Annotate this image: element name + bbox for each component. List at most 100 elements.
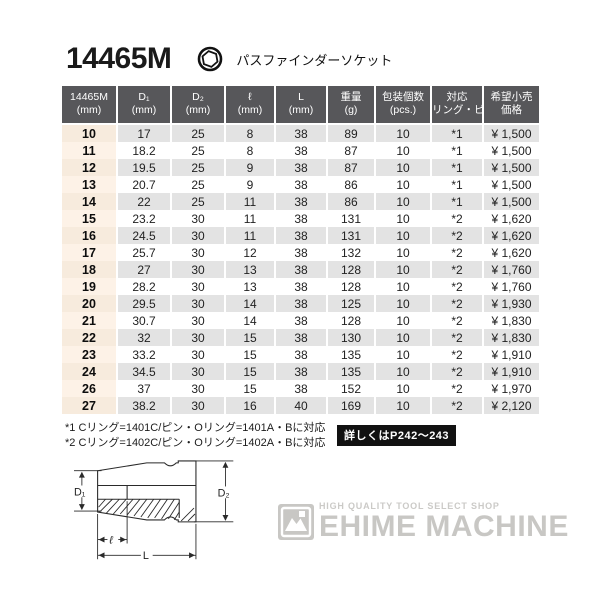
cell-weight: 128 — [326, 312, 375, 329]
cell-weight: 128 — [326, 261, 375, 278]
cell-pack-qty: 10 — [374, 142, 431, 159]
cell-size: 22 — [62, 329, 117, 346]
cell-weight: 131 — [326, 227, 375, 244]
dimension-diagram: D₁ D₂ ℓ L — [62, 455, 264, 578]
cell-d2: 30 — [170, 244, 225, 261]
cell-len-total: 38 — [274, 346, 327, 363]
cell-len-small: 8 — [224, 142, 275, 159]
cell-len-total: 38 — [274, 227, 327, 244]
cell-len-total: 40 — [274, 397, 327, 414]
cell-d2: 30 — [170, 397, 225, 414]
cell-weight: 89 — [326, 124, 375, 142]
cell-len-small: 9 — [224, 176, 275, 193]
column-header: 包装個数 (pcs.) — [374, 86, 431, 125]
cell-pack-qty: 10 — [374, 346, 431, 363]
cell-price: ¥ 1,760 — [482, 278, 539, 295]
cell-d1: 38.2 — [116, 397, 171, 414]
cell-price: ¥ 1,500 — [482, 176, 539, 193]
cell-price: ¥ 1,970 — [482, 380, 539, 397]
cell-len-small: 8 — [224, 124, 275, 142]
cell-ring-pin: *1 — [430, 176, 483, 193]
table-row: 10 17 25 8 38 89 10 *1 ¥ 1,500 — [62, 124, 539, 142]
cell-d2: 25 — [170, 176, 225, 193]
footnote-1: *1 Cリング=1401C/ピン・Oリング=1401A・Bに対応 — [65, 422, 326, 434]
cell-pack-qty: 10 — [374, 244, 431, 261]
cell-len-small: 14 — [224, 295, 275, 312]
socket-cross-section-drawing: D₁ D₂ ℓ L — [72, 460, 236, 562]
cell-len-small: 11 — [224, 193, 275, 210]
cell-ring-pin: *2 — [430, 397, 483, 414]
cell-len-small: 11 — [224, 210, 275, 227]
footnotes: *1 Cリング=1401C/ピン・Oリング=1401A・Bに対応 *2 Cリング… — [65, 421, 325, 451]
spec-table: 14465M (mm) D₁ (mm) D₂ (mm) ℓ (mm) L (mm) 重量 (g) 包装個… — [62, 86, 539, 414]
cell-d2: 30 — [170, 329, 225, 346]
cell-ring-pin: *2 — [430, 295, 483, 312]
cell-d1: 28.2 — [116, 278, 171, 295]
cell-weight: 130 — [326, 329, 375, 346]
cell-ring-pin: *2 — [430, 261, 483, 278]
cell-d2: 25 — [170, 142, 225, 159]
column-header: 14465M (mm) — [62, 86, 117, 125]
cell-d1: 20.7 — [116, 176, 171, 193]
cell-size: 24 — [62, 363, 117, 380]
cell-weight: 87 — [326, 159, 375, 176]
header-row: 14465M (mm) D₁ (mm) D₂ (mm) ℓ (mm) L (mm) 重量 (g) 包装個… — [62, 86, 539, 125]
cell-weight: 86 — [326, 176, 375, 193]
cell-ring-pin: *2 — [430, 244, 483, 261]
cell-size: 17 — [62, 244, 117, 261]
cell-len-total: 38 — [274, 329, 327, 346]
cell-size: 21 — [62, 312, 117, 329]
cell-price: ¥ 1,760 — [482, 261, 539, 278]
cell-d1: 27 — [116, 261, 171, 278]
cell-pack-qty: 10 — [374, 210, 431, 227]
title-row: 14465M パスファインダーソケット — [66, 44, 392, 74]
cell-size: 27 — [62, 397, 117, 414]
product-name: パスファインダーソケット — [236, 52, 393, 68]
table-row: 22 32 30 15 38 130 10 *2 ¥ 1,830 — [62, 329, 539, 346]
cell-len-small: 14 — [224, 312, 275, 329]
cell-price: ¥ 1,620 — [482, 244, 539, 261]
cell-len-small: 15 — [224, 346, 275, 363]
footnote-2: *2 Cリング=1402C/ピン・Oリング=1402A・Bに対応 — [65, 437, 326, 449]
cell-weight: 132 — [326, 244, 375, 261]
cell-ring-pin: *2 — [430, 227, 483, 244]
cell-size: 15 — [62, 210, 117, 227]
cell-d2: 30 — [170, 346, 225, 363]
cell-size: 13 — [62, 176, 117, 193]
cell-len-small: 9 — [224, 159, 275, 176]
cell-price: ¥ 1,620 — [482, 210, 539, 227]
cell-price: ¥ 1,500 — [482, 124, 539, 142]
cell-ring-pin: *1 — [430, 159, 483, 176]
cell-len-total: 38 — [274, 159, 327, 176]
table-row: 27 38.2 30 16 40 169 10 *2 ¥ 2,120 — [62, 397, 539, 414]
cell-d2: 30 — [170, 312, 225, 329]
cell-size: 23 — [62, 346, 117, 363]
cell-d1: 23.2 — [116, 210, 171, 227]
cell-weight: 135 — [326, 346, 375, 363]
cell-size: 10 — [62, 124, 117, 142]
cell-ring-pin: *2 — [430, 278, 483, 295]
shop-logo-icon — [278, 504, 314, 540]
cell-price: ¥ 2,120 — [482, 397, 539, 414]
table-row: 20 29.5 30 14 38 125 10 *2 ¥ 1,930 — [62, 295, 539, 312]
cell-price: ¥ 1,930 — [482, 295, 539, 312]
cell-size: 26 — [62, 380, 117, 397]
column-header: D₁ (mm) — [116, 86, 171, 125]
cell-d1: 17 — [116, 124, 171, 142]
table-row: 26 37 30 15 38 152 10 *2 ¥ 1,970 — [62, 380, 539, 397]
cell-weight: 86 — [326, 193, 375, 210]
cell-len-small: 15 — [224, 363, 275, 380]
column-header: 希望小売 価格 — [482, 86, 539, 125]
cell-d2: 30 — [170, 295, 225, 312]
cell-d2: 30 — [170, 380, 225, 397]
table-row: 13 20.7 25 9 38 86 10 *1 ¥ 1,500 — [62, 176, 539, 193]
cell-len-total: 38 — [274, 312, 327, 329]
cell-pack-qty: 10 — [374, 295, 431, 312]
cell-pack-qty: 10 — [374, 363, 431, 380]
cell-pack-qty: 10 — [374, 329, 431, 346]
cell-len-small: 15 — [224, 380, 275, 397]
page-title: 14465M — [66, 42, 172, 75]
cell-ring-pin: *1 — [430, 193, 483, 210]
cell-price: ¥ 1,500 — [482, 193, 539, 210]
